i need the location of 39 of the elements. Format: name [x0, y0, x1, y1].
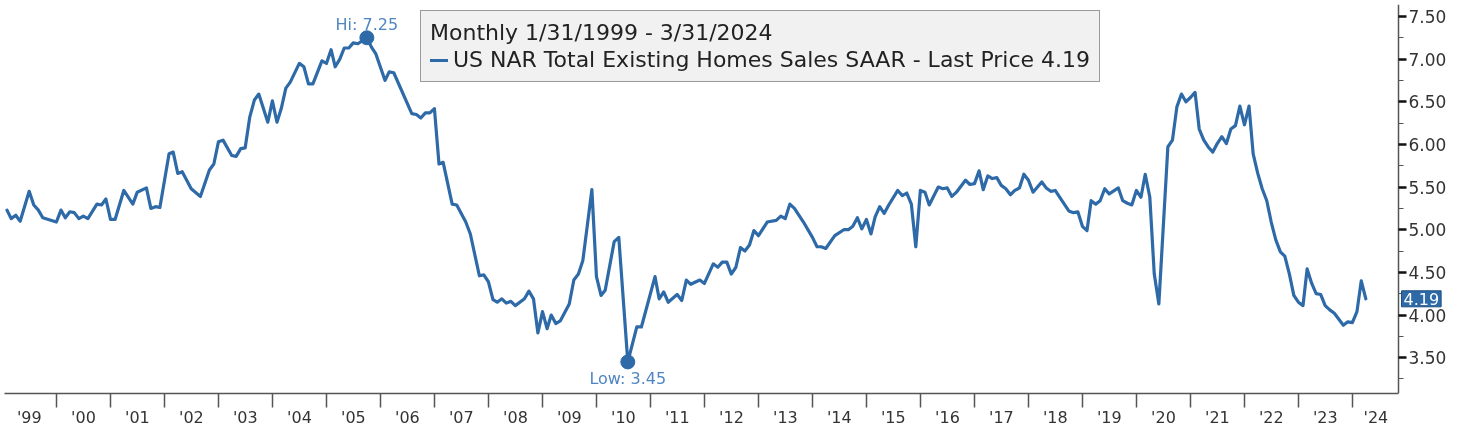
x-tick-label: '09	[557, 407, 582, 427]
y-tick-label: 5.00	[1408, 220, 1447, 241]
y-tick-label: 5.50	[1408, 177, 1447, 198]
x-tick-label: '24	[1363, 407, 1389, 427]
x-tick-label: '21	[1205, 407, 1230, 427]
x-tick-label: '19	[1096, 407, 1122, 427]
x-tick-label: '00	[71, 407, 96, 427]
annotation: Low: 3.45	[589, 368, 667, 388]
y-tick-label: 3.50	[1408, 348, 1447, 369]
x-tick-label: '13	[773, 407, 798, 427]
x-tick-label: '18	[1042, 407, 1068, 427]
x-tick-label: '15	[880, 407, 906, 427]
x-tick-label: '03	[232, 407, 258, 427]
x-tick-label: '08	[503, 407, 528, 427]
y-tick-label: 6.00	[1408, 134, 1447, 155]
x-tick-label: '12	[719, 407, 744, 427]
x-tick-label: '10	[610, 407, 636, 427]
x-tick-label: '05	[341, 407, 366, 427]
x-tick-label: '99	[16, 407, 42, 427]
x-tick-label: '01	[125, 407, 150, 427]
x-tick-label: '04	[287, 407, 312, 427]
x-tick-label: '22	[1258, 407, 1284, 427]
x-tick-label: '07	[448, 407, 474, 427]
x-tick-label: '06	[394, 407, 420, 427]
annotation: Hi: 7.25	[335, 14, 399, 34]
legend-title: Monthly 1/31/1999 - 3/31/2024	[430, 20, 774, 45]
legend-label: US NAR Total Existing Homes Sales SAAR - Last Price 4.19	[453, 47, 1091, 72]
y-tick-label: 4.50	[1408, 262, 1447, 283]
y-tick-label: 6.50	[1408, 92, 1447, 113]
annotation: 4.19	[1403, 289, 1440, 309]
x-tick-label: '14	[826, 407, 852, 427]
x-tick-label: '11	[664, 407, 690, 427]
x-tick-label: '23	[1312, 407, 1338, 427]
x-tick-label: '16	[935, 407, 960, 427]
x-tick-label: '17	[989, 407, 1014, 427]
y-tick-label: 7.00	[1408, 49, 1447, 70]
x-tick-label: '02	[178, 407, 204, 427]
y-tick-label: 7.50	[1408, 6, 1447, 27]
x-tick-label: '20	[1151, 407, 1176, 427]
